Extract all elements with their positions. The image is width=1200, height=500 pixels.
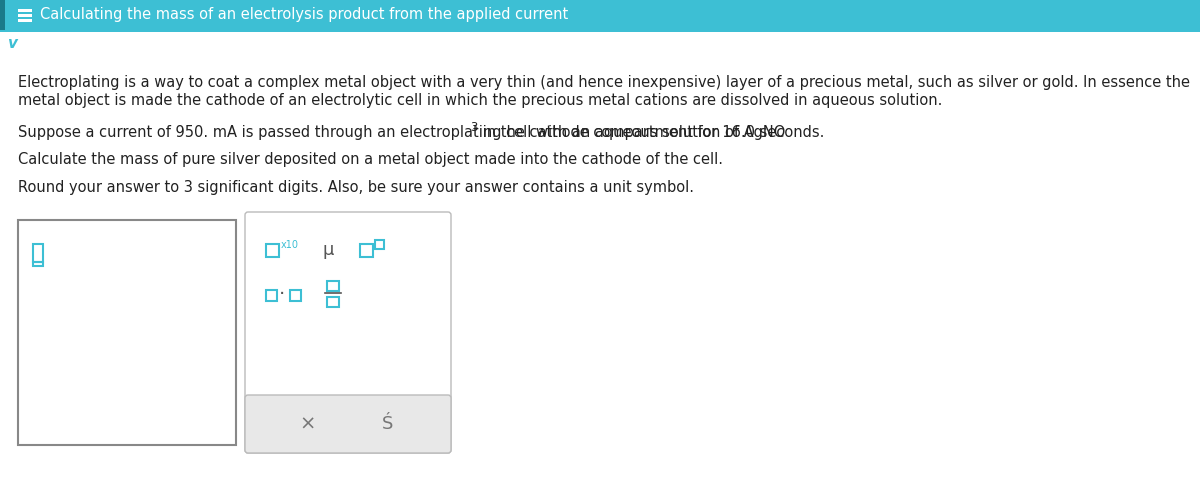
Bar bbox=[0, 0, 5, 30]
Bar bbox=[0, 0, 1200, 30]
Text: Calculating the mass of an electrolysis product from the applied current: Calculating the mass of an electrolysis … bbox=[40, 8, 569, 22]
Text: ·: · bbox=[278, 286, 286, 304]
Bar bbox=[266, 290, 277, 301]
Text: x10: x10 bbox=[281, 240, 299, 250]
Text: ×: × bbox=[300, 414, 316, 434]
Text: in the cathode compartment for 16.0 seconds.: in the cathode compartment for 16.0 seco… bbox=[478, 125, 824, 140]
Text: v: v bbox=[7, 36, 17, 52]
Bar bbox=[34, 262, 43, 266]
Bar bbox=[18, 9, 32, 12]
Bar bbox=[266, 244, 278, 257]
Text: Round your answer to 3 significant digits. Also, be sure your answer contains a : Round your answer to 3 significant digit… bbox=[18, 180, 694, 195]
Text: Calculate the mass of pure silver deposited on a metal object made into the cath: Calculate the mass of pure silver deposi… bbox=[18, 152, 722, 167]
Text: Electroplating is a way to coat a complex metal object with a very thin (and hen: Electroplating is a way to coat a comple… bbox=[18, 75, 1190, 90]
Bar bbox=[18, 220, 236, 445]
Bar bbox=[326, 297, 340, 307]
Text: Ś: Ś bbox=[383, 415, 394, 433]
Bar bbox=[34, 244, 43, 262]
Text: Suppose a current of 950. mA is passed through an electroplating cell with an aq: Suppose a current of 950. mA is passed t… bbox=[18, 125, 785, 140]
Bar bbox=[360, 244, 373, 257]
Text: 3: 3 bbox=[470, 121, 478, 134]
Bar bbox=[18, 14, 32, 16]
Bar bbox=[18, 19, 32, 22]
FancyBboxPatch shape bbox=[245, 212, 451, 453]
Text: metal object is made the cathode of an electrolytic cell in which the precious m: metal object is made the cathode of an e… bbox=[18, 93, 942, 108]
Text: μ: μ bbox=[323, 241, 334, 259]
Bar bbox=[374, 240, 384, 249]
Bar bbox=[0, 30, 1200, 32]
Bar bbox=[326, 281, 340, 291]
Bar bbox=[290, 290, 301, 301]
FancyBboxPatch shape bbox=[245, 395, 451, 453]
